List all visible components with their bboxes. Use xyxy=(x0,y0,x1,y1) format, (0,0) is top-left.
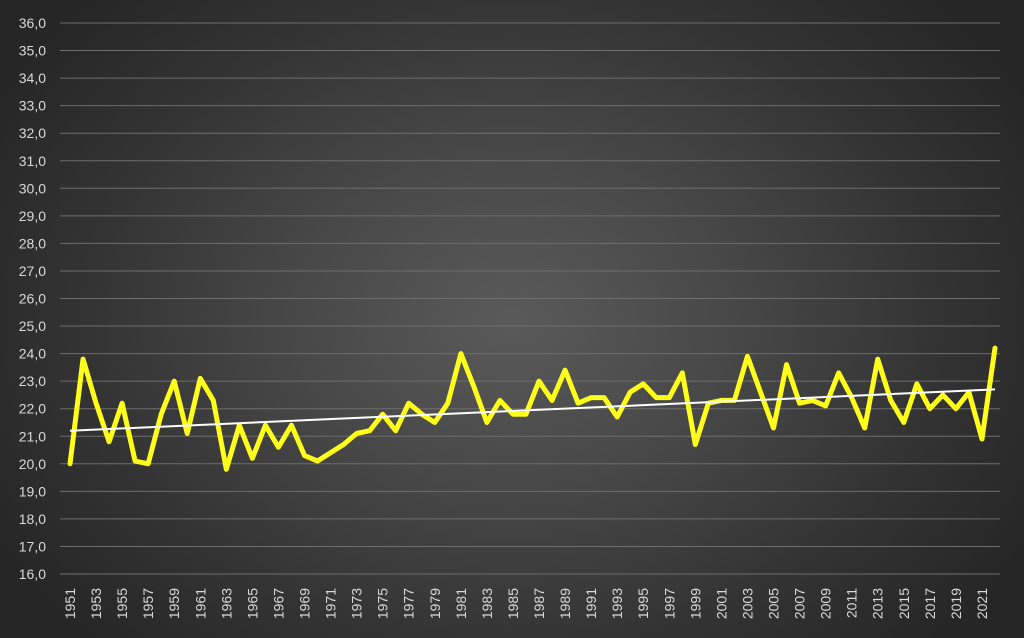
series-layer xyxy=(67,345,998,472)
x-tick-label: 1997 xyxy=(661,588,677,619)
gridlines xyxy=(60,22,1000,575)
x-tick-label: 1975 xyxy=(375,588,391,619)
y-tick-label: 24,0 xyxy=(19,346,46,362)
trend-layer xyxy=(69,388,996,432)
y-tick-label: 29,0 xyxy=(19,208,46,224)
y-tick-label: 33,0 xyxy=(19,98,46,114)
x-tick-label: 2005 xyxy=(766,588,782,619)
y-tick-label: 19,0 xyxy=(19,483,46,499)
y-tick-label: 34,0 xyxy=(19,70,46,86)
x-tick-label: 2019 xyxy=(948,588,964,619)
x-tick-label: 2003 xyxy=(739,588,755,619)
x-tick-label: 1981 xyxy=(453,588,469,619)
x-tick-label: 1971 xyxy=(323,588,339,619)
x-tick-label: 1963 xyxy=(218,588,234,619)
y-axis-ticks: 16,0 17,0 18,0 19,0 20,0 21,0 22,0 23,0 24,0 25,0… xyxy=(19,15,46,582)
y-tick-label: 21,0 xyxy=(19,428,46,444)
y-tick-label: 32,0 xyxy=(19,125,46,141)
x-tick-label: 1993 xyxy=(609,588,625,619)
x-tick-label: 1985 xyxy=(505,588,521,619)
x-tick-label: 2015 xyxy=(896,588,912,619)
y-tick-label: 17,0 xyxy=(19,538,46,554)
x-tick-label: 1987 xyxy=(531,588,547,619)
y-tick-label: 18,0 xyxy=(19,511,46,527)
x-tick-label: 1979 xyxy=(427,588,443,619)
y-tick-label: 26,0 xyxy=(19,291,46,307)
y-tick-label: 36,0 xyxy=(19,15,46,31)
x-tick-label: 1955 xyxy=(114,588,130,619)
x-tick-label: 2017 xyxy=(922,588,938,619)
y-tick-label: 23,0 xyxy=(19,373,46,389)
x-tick-label: 1961 xyxy=(192,588,208,619)
trend-line xyxy=(69,388,996,432)
x-tick-label: 2007 xyxy=(792,588,808,619)
x-tick-label: 1999 xyxy=(687,588,703,619)
y-tick-label: 31,0 xyxy=(19,153,46,169)
x-tick-label: 1983 xyxy=(479,588,495,619)
y-tick-label: 25,0 xyxy=(19,318,46,334)
y-tick-label: 27,0 xyxy=(19,263,46,279)
x-axis-ticks: 1951 1953 1955 1957 1959 1961 1963 1965 1967 1969… xyxy=(62,588,990,619)
y-tick-label: 22,0 xyxy=(19,401,46,417)
y-tick-label: 16,0 xyxy=(19,566,46,582)
x-tick-label: 1967 xyxy=(270,588,286,619)
x-tick-label: 1989 xyxy=(557,588,573,619)
x-tick-label: 1959 xyxy=(166,588,182,619)
x-tick-label: 2013 xyxy=(870,588,886,619)
x-tick-label: 2021 xyxy=(974,588,990,619)
x-tick-label: 1953 xyxy=(88,588,104,619)
y-tick-label: 20,0 xyxy=(19,456,46,472)
y-tick-label: 35,0 xyxy=(19,43,46,59)
x-tick-label: 1977 xyxy=(401,588,417,619)
x-tick-label: 1957 xyxy=(140,588,156,619)
x-tick-label: 1973 xyxy=(349,588,365,619)
x-tick-label: 1995 xyxy=(635,588,651,619)
series-line xyxy=(67,345,998,472)
x-tick-label: 2001 xyxy=(713,588,729,619)
x-tick-label: 1991 xyxy=(583,588,599,619)
x-tick-label: 2009 xyxy=(818,588,834,619)
y-tick-label: 28,0 xyxy=(19,235,46,251)
x-tick-label: 1965 xyxy=(244,588,260,619)
x-tick-label: 1969 xyxy=(297,588,313,619)
x-tick-label: 2011 xyxy=(844,588,860,618)
x-tick-label: 1951 xyxy=(62,588,78,619)
y-tick-label: 30,0 xyxy=(19,180,46,196)
